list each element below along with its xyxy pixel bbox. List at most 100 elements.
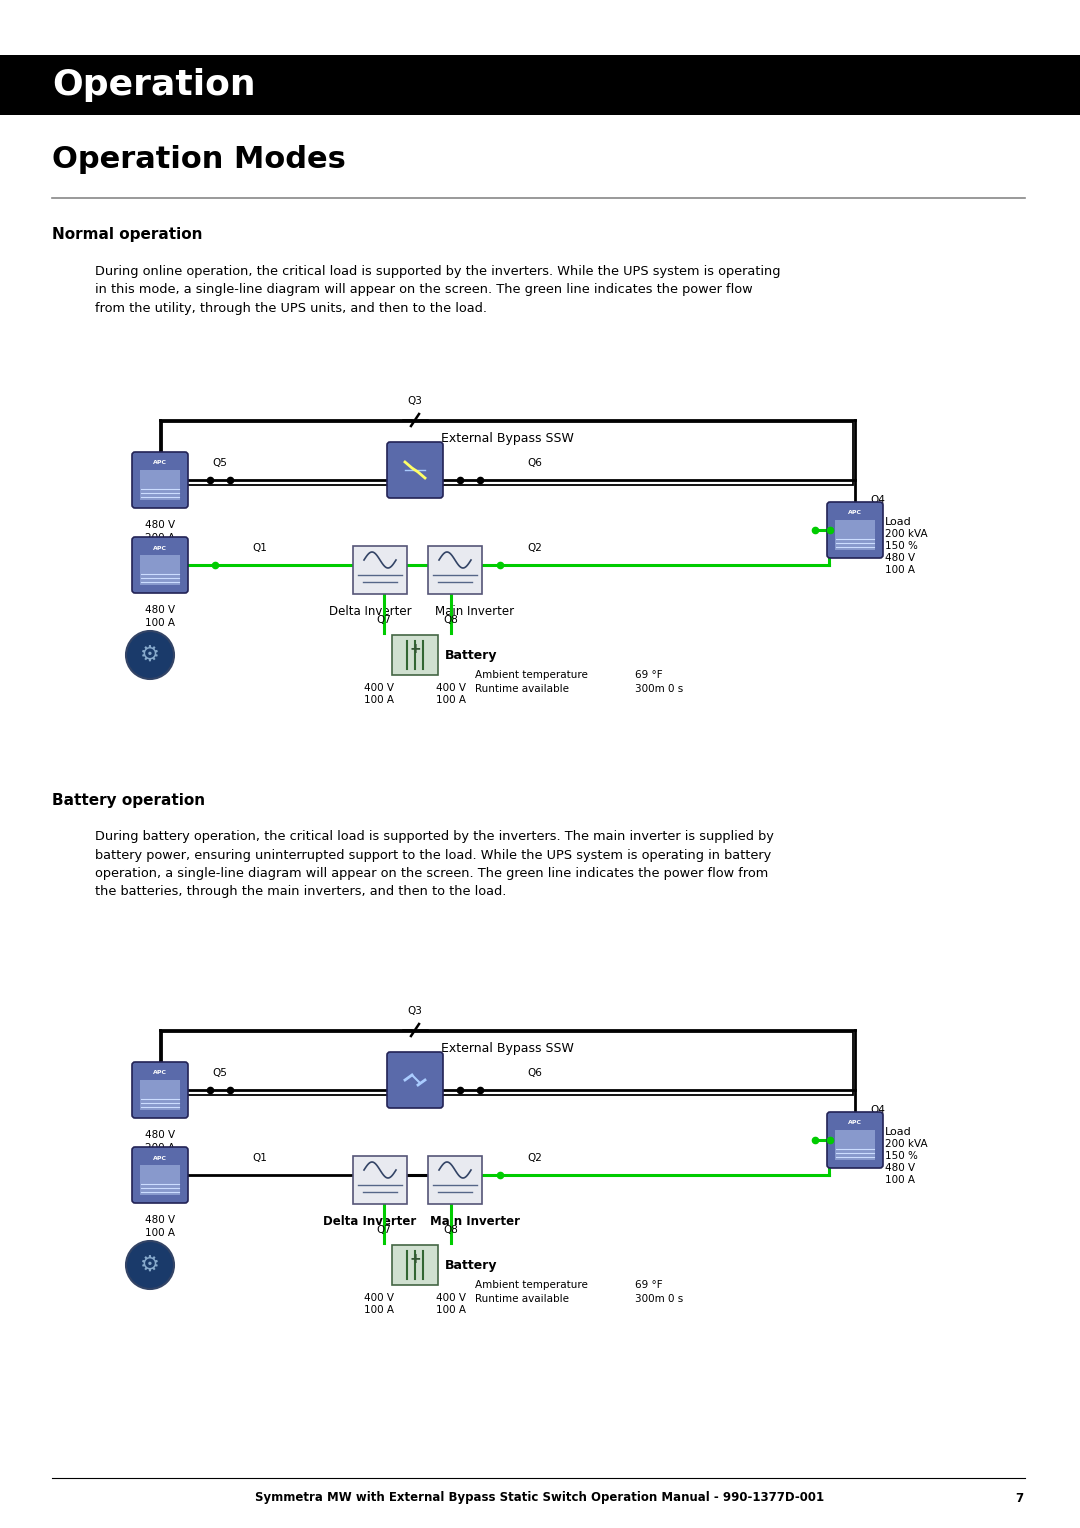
Text: 100 A: 100 A bbox=[436, 1305, 465, 1316]
Text: APC: APC bbox=[153, 1155, 167, 1160]
Text: 300m 0 s: 300m 0 s bbox=[635, 1294, 684, 1303]
Text: Normal operation: Normal operation bbox=[52, 228, 203, 243]
Text: Q7: Q7 bbox=[377, 614, 391, 625]
FancyBboxPatch shape bbox=[132, 1148, 188, 1203]
FancyBboxPatch shape bbox=[132, 452, 188, 507]
Text: 100 A: 100 A bbox=[885, 1175, 915, 1186]
Text: 480 V: 480 V bbox=[145, 605, 175, 614]
Text: Delta Inverter: Delta Inverter bbox=[323, 1215, 417, 1229]
Text: Battery: Battery bbox=[445, 1259, 498, 1271]
Text: 400 V: 400 V bbox=[364, 1293, 394, 1303]
Text: During battery operation, the critical load is supported by the inverters. The m: During battery operation, the critical l… bbox=[95, 830, 774, 898]
Text: Runtime available: Runtime available bbox=[475, 685, 569, 694]
Bar bbox=[162, 1031, 853, 1096]
Text: Q1: Q1 bbox=[253, 542, 268, 553]
Text: Operation Modes: Operation Modes bbox=[52, 145, 346, 174]
Bar bbox=[353, 1157, 407, 1204]
Text: Load: Load bbox=[885, 1128, 912, 1137]
Text: 100 A: 100 A bbox=[364, 695, 394, 704]
FancyBboxPatch shape bbox=[132, 536, 188, 593]
Circle shape bbox=[126, 1241, 174, 1290]
Text: Ambient temperature: Ambient temperature bbox=[475, 669, 588, 680]
Text: 100 A: 100 A bbox=[885, 565, 915, 575]
Text: Q4: Q4 bbox=[870, 495, 885, 504]
Text: 480 V: 480 V bbox=[885, 553, 915, 562]
Text: APC: APC bbox=[153, 460, 167, 466]
Text: ⚙: ⚙ bbox=[140, 1254, 160, 1274]
Text: APC: APC bbox=[848, 510, 862, 515]
Text: Q8: Q8 bbox=[444, 614, 458, 625]
Text: Q3: Q3 bbox=[407, 396, 422, 406]
Text: Q6: Q6 bbox=[527, 1068, 542, 1077]
Bar bbox=[162, 422, 853, 484]
Text: APC: APC bbox=[848, 1120, 862, 1126]
Text: During online operation, the critical load is supported by the inverters. While : During online operation, the critical lo… bbox=[95, 264, 781, 315]
Text: APC: APC bbox=[153, 545, 167, 550]
Text: 400 V: 400 V bbox=[436, 1293, 465, 1303]
Text: External Bypass SSW: External Bypass SSW bbox=[441, 432, 573, 445]
Text: Main Inverter: Main Inverter bbox=[435, 605, 514, 617]
Text: 150 %: 150 % bbox=[885, 1151, 918, 1161]
Text: 480 V: 480 V bbox=[145, 1215, 175, 1225]
Bar bbox=[392, 1245, 438, 1285]
Bar bbox=[392, 636, 438, 675]
Text: External Bypass SSW: External Bypass SSW bbox=[441, 1042, 573, 1054]
Text: 200 kVA: 200 kVA bbox=[885, 1138, 928, 1149]
Text: 200 A: 200 A bbox=[145, 1143, 175, 1154]
Bar bbox=[140, 1080, 180, 1109]
Text: Q4: Q4 bbox=[870, 1105, 885, 1115]
Text: 400 V: 400 V bbox=[364, 683, 394, 694]
Text: 100 A: 100 A bbox=[436, 695, 465, 704]
Text: Q1: Q1 bbox=[253, 1154, 268, 1163]
Text: 300m 0 s: 300m 0 s bbox=[635, 685, 684, 694]
Text: 400 V: 400 V bbox=[436, 683, 465, 694]
Text: Operation: Operation bbox=[52, 69, 256, 102]
FancyBboxPatch shape bbox=[387, 442, 443, 498]
Text: 69 °F: 69 °F bbox=[635, 669, 663, 680]
Text: 100 A: 100 A bbox=[145, 617, 175, 628]
Bar bbox=[0, 55, 1080, 115]
Text: Q6: Q6 bbox=[527, 458, 542, 468]
Text: +: + bbox=[409, 1251, 421, 1267]
FancyBboxPatch shape bbox=[387, 1051, 443, 1108]
FancyBboxPatch shape bbox=[827, 1112, 883, 1167]
Bar bbox=[835, 1131, 875, 1160]
Text: Main Inverter: Main Inverter bbox=[430, 1215, 519, 1229]
Text: 150 %: 150 % bbox=[885, 541, 918, 552]
Text: 69 °F: 69 °F bbox=[635, 1280, 663, 1290]
Text: 480 V: 480 V bbox=[145, 1131, 175, 1140]
Bar bbox=[140, 1164, 180, 1195]
Text: 480 V: 480 V bbox=[145, 520, 175, 530]
Text: Q2: Q2 bbox=[527, 542, 542, 553]
Text: +: + bbox=[409, 642, 421, 656]
Text: ⚙: ⚙ bbox=[140, 645, 160, 665]
Bar bbox=[140, 471, 180, 500]
Text: Q5: Q5 bbox=[213, 458, 228, 468]
Text: Q3: Q3 bbox=[407, 1005, 422, 1016]
Text: Ambient temperature: Ambient temperature bbox=[475, 1280, 588, 1290]
Circle shape bbox=[126, 631, 174, 678]
Bar bbox=[835, 520, 875, 550]
Text: Symmetra MW with External Bypass Static Switch Operation Manual - 990-1377D-001: Symmetra MW with External Bypass Static … bbox=[256, 1491, 824, 1505]
Text: Q7: Q7 bbox=[377, 1225, 391, 1235]
Text: Q2: Q2 bbox=[527, 1154, 542, 1163]
Bar bbox=[140, 555, 180, 585]
Text: Battery: Battery bbox=[445, 648, 498, 662]
Text: Runtime available: Runtime available bbox=[475, 1294, 569, 1303]
Text: 7: 7 bbox=[1015, 1491, 1023, 1505]
Text: 200 A: 200 A bbox=[145, 533, 175, 542]
Text: 100 A: 100 A bbox=[145, 1229, 175, 1238]
Text: 480 V: 480 V bbox=[885, 1163, 915, 1174]
Text: Load: Load bbox=[885, 516, 912, 527]
FancyBboxPatch shape bbox=[827, 503, 883, 558]
Text: 100 A: 100 A bbox=[364, 1305, 394, 1316]
Text: APC: APC bbox=[153, 1071, 167, 1076]
Bar bbox=[353, 545, 407, 594]
Text: 200 kVA: 200 kVA bbox=[885, 529, 928, 539]
Bar bbox=[428, 1157, 482, 1204]
Bar bbox=[428, 545, 482, 594]
Text: Q5: Q5 bbox=[213, 1068, 228, 1077]
Text: Battery operation: Battery operation bbox=[52, 793, 205, 807]
FancyBboxPatch shape bbox=[132, 1062, 188, 1118]
Text: Delta Inverter: Delta Inverter bbox=[328, 605, 411, 617]
